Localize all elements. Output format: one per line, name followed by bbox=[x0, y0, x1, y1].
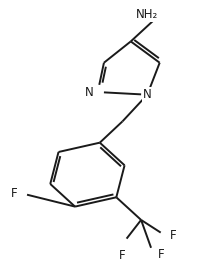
Text: N: N bbox=[85, 85, 94, 98]
Text: F: F bbox=[11, 187, 17, 200]
Text: F: F bbox=[170, 229, 177, 242]
Text: N: N bbox=[143, 88, 152, 101]
Text: NH₂: NH₂ bbox=[136, 8, 158, 21]
Text: F: F bbox=[158, 248, 164, 261]
Text: F: F bbox=[119, 249, 126, 262]
